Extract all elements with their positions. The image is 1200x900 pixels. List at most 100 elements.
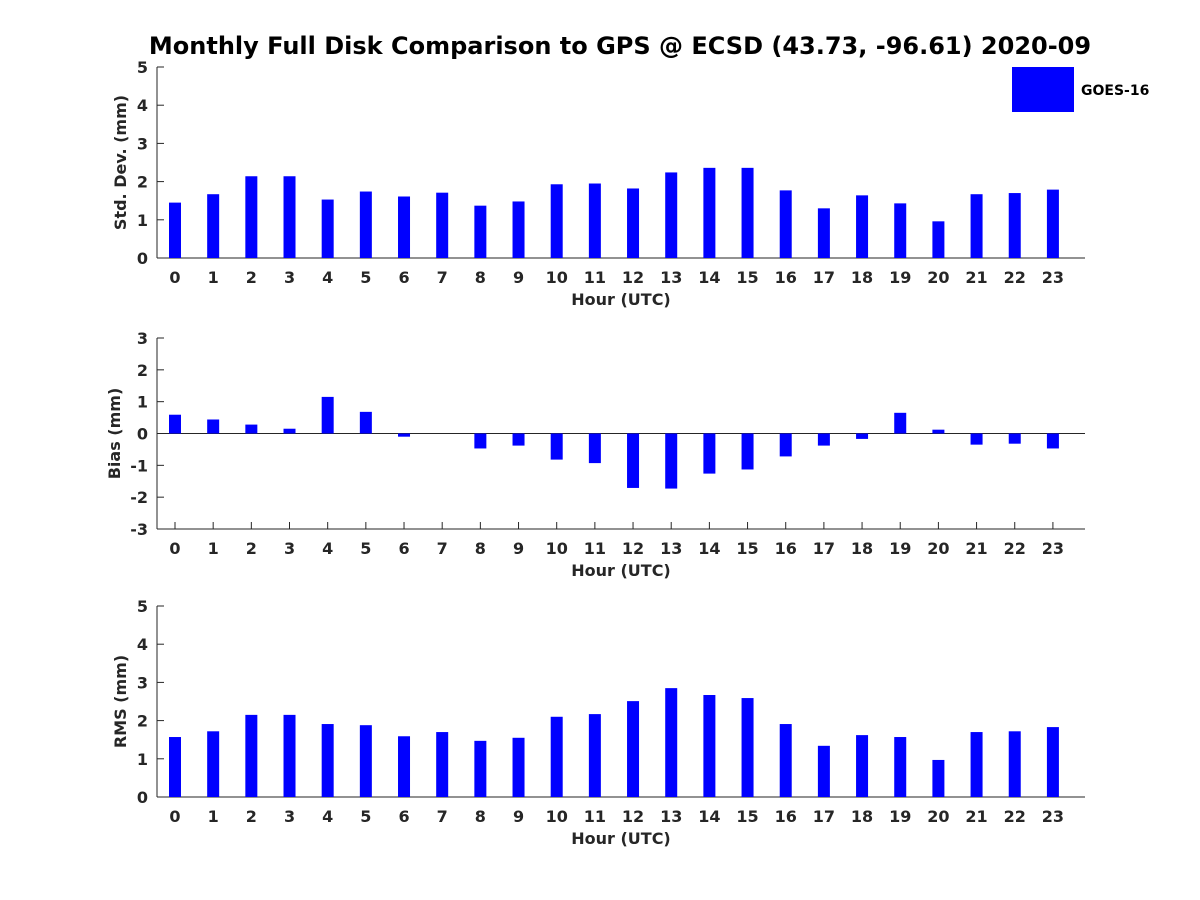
bias-bar-hour-6 [398, 433, 411, 437]
bias-xtick-label: 4 [322, 539, 333, 558]
std-dev-bar-hour-22 [1008, 193, 1021, 258]
rms-xtick-label: 6 [398, 807, 409, 826]
std-dev-ytick-label: 5 [137, 58, 148, 77]
rms-xtick-label: 16 [775, 807, 797, 826]
rms-bar-hour-11 [588, 714, 601, 797]
rms-bar-hour-10 [550, 716, 563, 797]
rms-xtick-label: 19 [889, 807, 911, 826]
rms-bar-hour-4 [321, 724, 334, 797]
std-dev-xtick-label: 8 [475, 268, 486, 287]
rms-xtick-label: 2 [246, 807, 257, 826]
std-dev-xtick-label: 7 [437, 268, 448, 287]
bias-bar-hour-22 [1008, 433, 1021, 444]
rms-xtick-label: 12 [622, 807, 644, 826]
rms-bar-hour-20 [932, 759, 945, 797]
bias-xtick-label: 18 [851, 539, 873, 558]
std-dev-xtick-label: 14 [698, 268, 720, 287]
chart-title: Monthly Full Disk Comparison to GPS @ EC… [149, 32, 1091, 60]
bias-xtick-label: 17 [813, 539, 835, 558]
rms-xtick-label: 4 [322, 807, 333, 826]
std-dev-bar-hour-10 [550, 184, 563, 258]
std-dev-xtick-label: 0 [169, 268, 180, 287]
std-dev-xtick-label: 10 [546, 268, 568, 287]
std-dev-bar-hour-3 [283, 176, 296, 258]
bias-bar-hour-12 [627, 433, 640, 488]
bias-bar-hour-21 [970, 433, 983, 445]
std-dev-y-axis-label: Std. Dev. (mm) [111, 95, 130, 230]
rms-bar-hour-2 [245, 714, 258, 797]
bias-bar-hour-5 [359, 411, 372, 434]
std-dev-bar-hour-2 [245, 176, 258, 258]
bias-ytick-label: -1 [130, 456, 148, 475]
rms-xtick-label: 10 [546, 807, 568, 826]
std-dev-bar-hour-14 [703, 167, 716, 258]
bias-xtick-label: 22 [1004, 539, 1026, 558]
std-dev-bar-hour-5 [359, 191, 372, 258]
rms-xtick-label: 9 [513, 807, 524, 826]
rms-bar-hour-8 [474, 740, 487, 797]
bias-xtick-label: 12 [622, 539, 644, 558]
std-dev-bar-hour-6 [398, 196, 411, 258]
std-dev-bar-hour-9 [512, 201, 525, 258]
bias-bar-hour-15 [741, 433, 754, 470]
legend: GOES-16 [1012, 67, 1149, 112]
rms-xtick-label: 14 [698, 807, 720, 826]
std-dev-bar-hour-21 [970, 194, 983, 258]
std-dev-xtick-label: 3 [284, 268, 295, 287]
bias-bar-hour-11 [588, 433, 601, 464]
rms-bar-hour-15 [741, 698, 754, 797]
std-dev-xtick-label: 1 [208, 268, 219, 287]
rms-bar-hour-9 [512, 737, 525, 797]
bias-bar-hour-16 [779, 433, 792, 457]
rms-bar-hour-12 [627, 701, 640, 797]
bias-bar-hour-18 [856, 433, 869, 439]
rms-bar-hour-6 [398, 736, 411, 797]
bias-bar-hour-2 [245, 424, 258, 434]
bias-x-axis-label: Hour (UTC) [571, 561, 671, 580]
std-dev-xtick-label: 5 [360, 268, 371, 287]
bias-bar-hour-20 [932, 429, 945, 434]
rms-bar-hour-13 [665, 688, 678, 797]
std-dev-xtick-label: 2 [246, 268, 257, 287]
std-dev-x-axis-label: Hour (UTC) [571, 290, 671, 309]
bias-bar-hour-1 [207, 419, 220, 434]
rms-xtick-label: 3 [284, 807, 295, 826]
std-dev-bar-hour-8 [474, 205, 487, 258]
std-dev-xtick-label: 18 [851, 268, 873, 287]
std-dev-bar-hour-17 [817, 208, 830, 258]
bias-xtick-label: 7 [437, 539, 448, 558]
rms-xtick-label: 0 [169, 807, 180, 826]
bias-xtick-label: 2 [246, 539, 257, 558]
std-dev-xtick-label: 22 [1004, 268, 1026, 287]
bias-xtick-label: 20 [927, 539, 949, 558]
rms-xtick-label: 13 [660, 807, 682, 826]
rms-ytick-label: 1 [137, 750, 148, 769]
bias-xtick-label: 15 [736, 539, 758, 558]
rms-bar-hour-14 [703, 695, 716, 797]
bias-xtick-label: 6 [398, 539, 409, 558]
rms-xtick-label: 5 [360, 807, 371, 826]
std-dev-bar-hour-7 [436, 192, 449, 258]
std-dev-bar-hour-23 [1046, 189, 1059, 258]
bias-ytick-label: 2 [137, 361, 148, 380]
bias-bar-hour-14 [703, 433, 716, 474]
bias-xtick-label: 5 [360, 539, 371, 558]
rms-xtick-label: 15 [736, 807, 758, 826]
bias-xtick-label: 16 [775, 539, 797, 558]
std-dev-bar-hour-1 [207, 194, 220, 258]
rms-bar-hour-21 [970, 732, 983, 797]
std-dev-bar-hour-13 [665, 172, 678, 258]
rms-bar-hour-17 [817, 745, 830, 797]
bias-xtick-label: 9 [513, 539, 524, 558]
std-dev-bar-hour-0 [169, 202, 181, 258]
rms-xtick-label: 21 [965, 807, 987, 826]
rms-xtick-label: 7 [437, 807, 448, 826]
rms-bar-hour-3 [283, 714, 296, 797]
std-dev-bar-hour-16 [779, 190, 792, 258]
bias-xtick-label: 11 [584, 539, 606, 558]
bias-bar-hour-9 [512, 433, 525, 446]
std-dev-xtick-label: 17 [813, 268, 835, 287]
